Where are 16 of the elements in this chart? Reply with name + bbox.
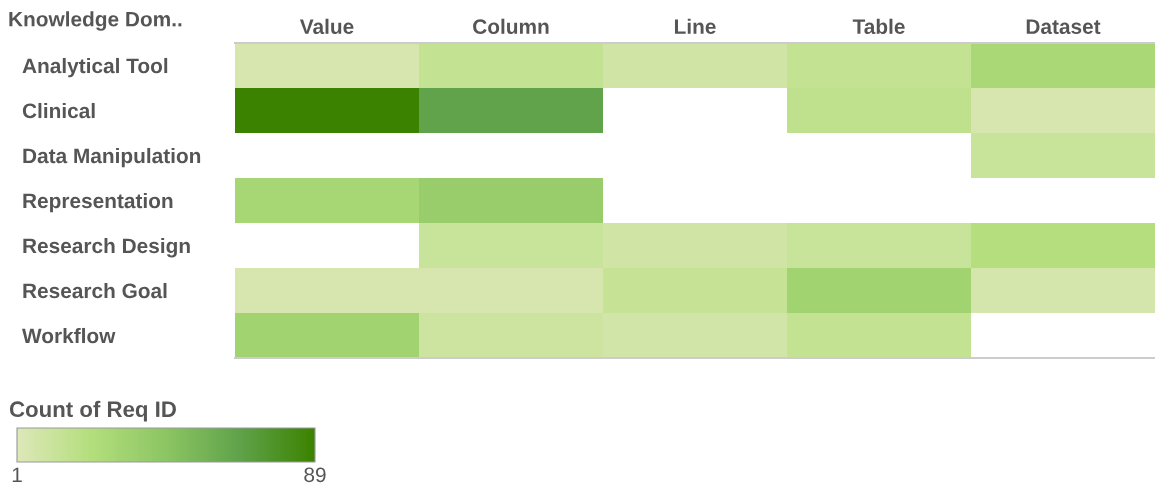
x-tick-label: Value — [299, 18, 354, 35]
color-bar-label: 1 — [12, 467, 22, 482]
color-bar-label: 89 — [304, 467, 326, 483]
y-tick-label: Workflow — [22, 327, 116, 344]
y-axis-title: Knowledge Dom.. — [9, 11, 182, 31]
y-tick-label: Analytical Tool — [22, 57, 168, 78]
x-tick-label: Line — [674, 18, 716, 35]
y-tick-label: Research Design — [23, 237, 190, 258]
x-tick-label: Table — [852, 18, 905, 35]
y-tick-label: Data Manipulation — [23, 147, 201, 168]
y-tick-label: Research Goal — [23, 282, 167, 299]
x-tick-label: Dataset — [1026, 19, 1101, 35]
y-tick-label: Clinical — [22, 102, 95, 119]
x-tick-label: Column — [473, 18, 549, 35]
color-bar-title: Count of Req ID — [9, 400, 176, 422]
y-tick-label: Representation — [23, 192, 173, 213]
